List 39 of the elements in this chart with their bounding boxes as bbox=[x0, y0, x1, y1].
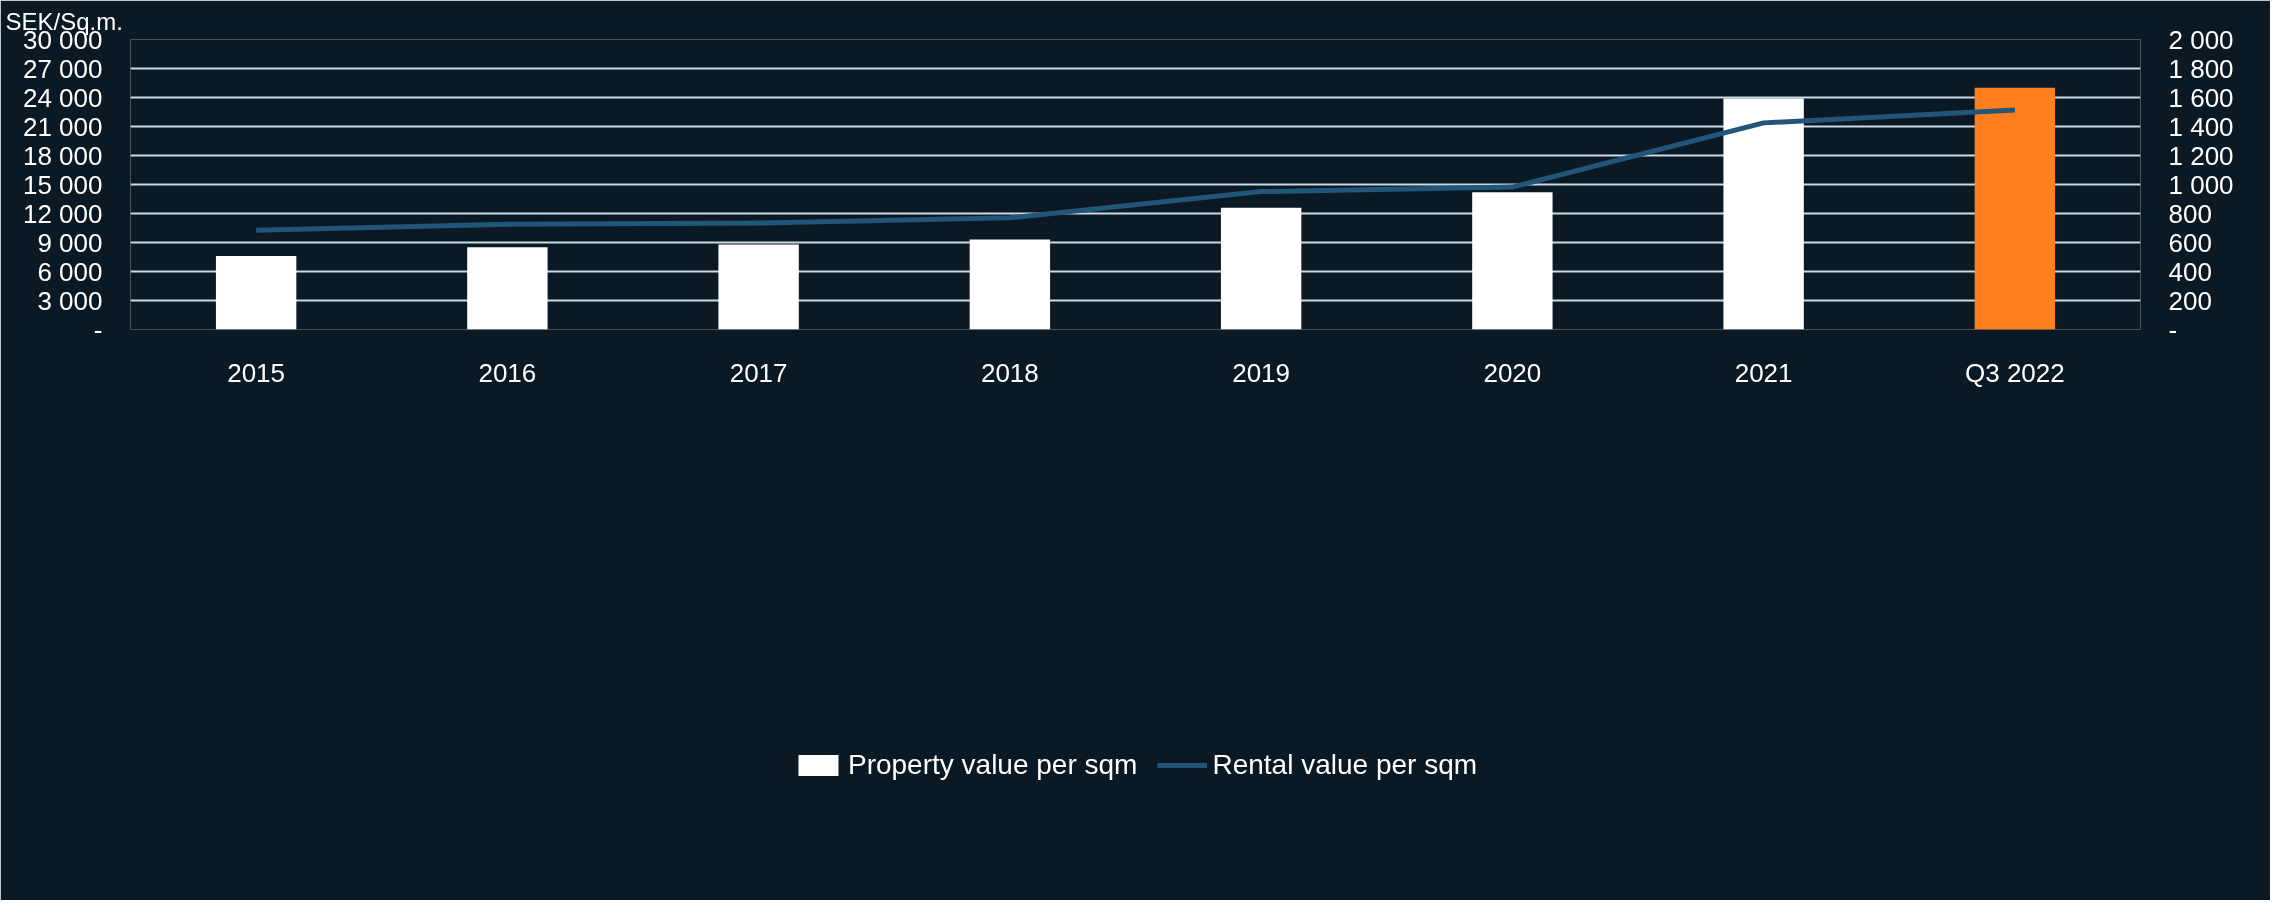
y2-tick-label: 400 bbox=[2168, 256, 2212, 287]
y-tick-label: 24 000 bbox=[22, 82, 103, 113]
y-tick-label: 21 000 bbox=[22, 111, 103, 142]
x-tick-label: 2021 bbox=[1734, 357, 1793, 388]
y2-tick-label: 200 bbox=[2168, 285, 2212, 316]
y-tick-label: 6 000 bbox=[37, 256, 103, 287]
bar bbox=[1723, 98, 1804, 330]
y2-tick-label: - bbox=[2168, 314, 2178, 345]
x-tick-label: 2016 bbox=[478, 357, 537, 388]
y2-tick-label: 2 000 bbox=[2168, 24, 2234, 55]
x-tick-label: Q3 2022 bbox=[1965, 357, 2065, 388]
y-tick-label: 3 000 bbox=[37, 285, 103, 316]
y-tick-label: - bbox=[93, 314, 103, 345]
y2-tick-label: 1 400 bbox=[2168, 111, 2234, 142]
y-tick-label: 15 000 bbox=[22, 169, 103, 200]
y2-tick-label: 600 bbox=[2168, 227, 2212, 258]
bar bbox=[1974, 87, 2056, 330]
y2-tick-label: 800 bbox=[2168, 198, 2212, 229]
x-tick-label: 2017 bbox=[729, 357, 788, 388]
bar bbox=[1220, 207, 1302, 330]
y2-tick-label: 1 600 bbox=[2168, 82, 2234, 113]
bar bbox=[215, 256, 297, 330]
y-tick-label: 9 000 bbox=[37, 227, 103, 258]
x-tick-label: 2018 bbox=[980, 357, 1039, 388]
bar bbox=[718, 244, 799, 330]
x-tick-label: 2019 bbox=[1232, 357, 1291, 388]
x-tick-label: 2015 bbox=[227, 357, 286, 388]
bar bbox=[969, 239, 1051, 330]
y2-tick-label: 1 200 bbox=[2168, 140, 2234, 171]
y-tick-label: 27 000 bbox=[22, 53, 103, 84]
legend-label: Property value per sqm bbox=[847, 748, 1138, 781]
bar bbox=[1472, 192, 1553, 330]
y2-tick-label: 1 000 bbox=[2168, 169, 2234, 200]
y2-tick-label: 1 800 bbox=[2168, 53, 2234, 84]
x-tick-label: 2020 bbox=[1483, 357, 1542, 388]
legend-label: Rental value per sqm bbox=[1212, 748, 1478, 781]
bar bbox=[467, 247, 548, 330]
y-tick-label: 18 000 bbox=[22, 140, 103, 171]
y-tick-label: 12 000 bbox=[22, 198, 103, 229]
